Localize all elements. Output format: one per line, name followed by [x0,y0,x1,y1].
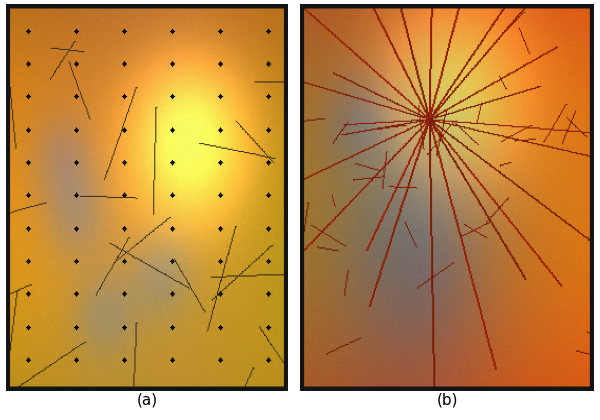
Text: (b): (b) [436,392,458,407]
Text: (a): (a) [136,392,158,407]
